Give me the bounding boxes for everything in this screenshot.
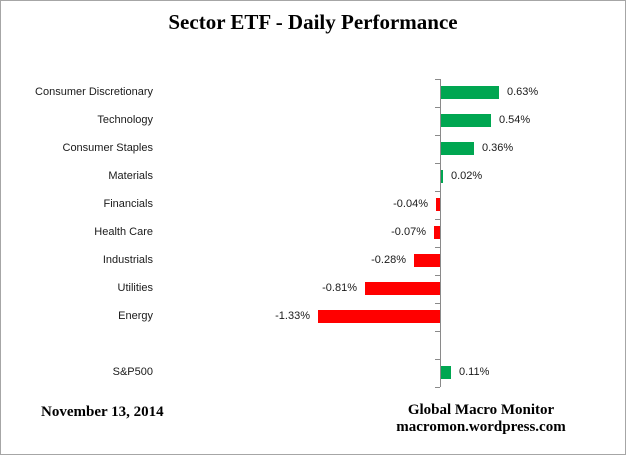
category-label: Industrials (102, 254, 153, 266)
value-label: 0.11% (459, 366, 490, 378)
axis-tick (435, 135, 440, 136)
axis-tick (435, 387, 440, 388)
axis-tick (435, 219, 440, 220)
y-axis-line (440, 79, 441, 387)
value-label: -0.81% (322, 282, 357, 294)
axis-tick (435, 275, 440, 276)
bar (414, 254, 440, 267)
bar (441, 366, 451, 379)
value-label: 0.54% (499, 114, 531, 126)
value-label: -1.33% (275, 310, 310, 322)
value-label: -0.07% (391, 226, 426, 238)
bar (434, 226, 440, 239)
category-label: Consumer Discretionary (35, 86, 153, 98)
axis-tick (435, 79, 440, 80)
value-label: -0.04% (393, 198, 428, 210)
category-label: Technology (97, 114, 153, 126)
axis-tick (435, 107, 440, 108)
bar (441, 86, 499, 99)
category-label: Consumer Staples (62, 142, 154, 154)
axis-tick (435, 331, 440, 332)
category-label: Financials (103, 198, 153, 210)
chart-title: Sector ETF - Daily Performance (168, 10, 458, 34)
bar (441, 170, 443, 183)
axis-tick (435, 247, 440, 248)
source-url: macromon.wordpress.com (396, 419, 566, 435)
axis-tick (435, 163, 440, 164)
footer-date: November 13, 2014 (41, 404, 164, 420)
source-name: Global Macro Monitor (407, 402, 555, 418)
category-label: S&P500 (112, 366, 153, 378)
bar (441, 114, 491, 127)
axis-tick (435, 191, 440, 192)
category-label: Utilities (117, 282, 153, 294)
bar (318, 310, 440, 323)
bar (441, 142, 474, 155)
value-label: 0.63% (507, 86, 539, 98)
value-label: 0.02% (451, 170, 483, 182)
axis-tick (435, 359, 440, 360)
bar (365, 282, 440, 295)
category-label: Energy (118, 310, 153, 322)
axis-tick (435, 303, 440, 304)
value-label: -0.28% (371, 254, 406, 266)
category-label: Materials (108, 170, 153, 182)
footer-source: Global Macro Monitor macromon.wordpress.… (353, 402, 609, 436)
category-label: Health Care (94, 226, 153, 238)
value-label: 0.36% (482, 142, 514, 154)
bar (436, 198, 440, 211)
